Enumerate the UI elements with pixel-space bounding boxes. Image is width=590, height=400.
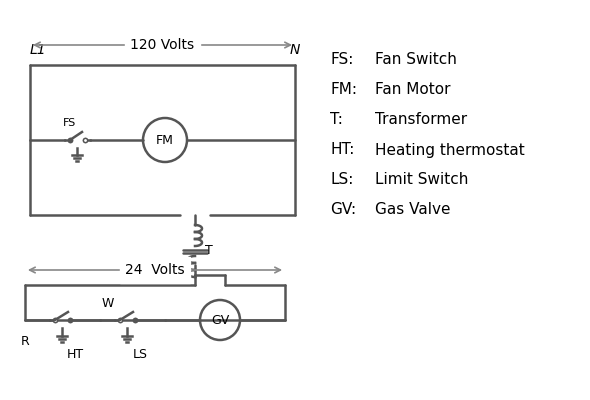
Text: 120 Volts: 120 Volts bbox=[130, 38, 195, 52]
Text: T: T bbox=[205, 244, 213, 258]
Text: Gas Valve: Gas Valve bbox=[375, 202, 451, 218]
Text: Fan Switch: Fan Switch bbox=[375, 52, 457, 68]
Text: FM: FM bbox=[156, 134, 174, 146]
Text: Fan Motor: Fan Motor bbox=[375, 82, 451, 98]
Text: FM:: FM: bbox=[330, 82, 357, 98]
Text: L1: L1 bbox=[30, 43, 47, 57]
Text: Transformer: Transformer bbox=[375, 112, 467, 128]
Text: GV:: GV: bbox=[330, 202, 356, 218]
Text: LS: LS bbox=[133, 348, 148, 361]
Text: W: W bbox=[102, 297, 114, 310]
Text: LS:: LS: bbox=[330, 172, 353, 188]
Text: R: R bbox=[21, 335, 30, 348]
Text: HT: HT bbox=[67, 348, 84, 361]
Text: T:: T: bbox=[330, 112, 343, 128]
Text: N: N bbox=[290, 43, 300, 57]
Text: GV: GV bbox=[211, 314, 229, 326]
Text: Limit Switch: Limit Switch bbox=[375, 172, 468, 188]
Text: 24  Volts: 24 Volts bbox=[125, 263, 185, 277]
Text: FS:: FS: bbox=[330, 52, 353, 68]
Text: FS: FS bbox=[63, 118, 77, 128]
Text: Heating thermostat: Heating thermostat bbox=[375, 142, 525, 158]
Text: HT:: HT: bbox=[330, 142, 355, 158]
